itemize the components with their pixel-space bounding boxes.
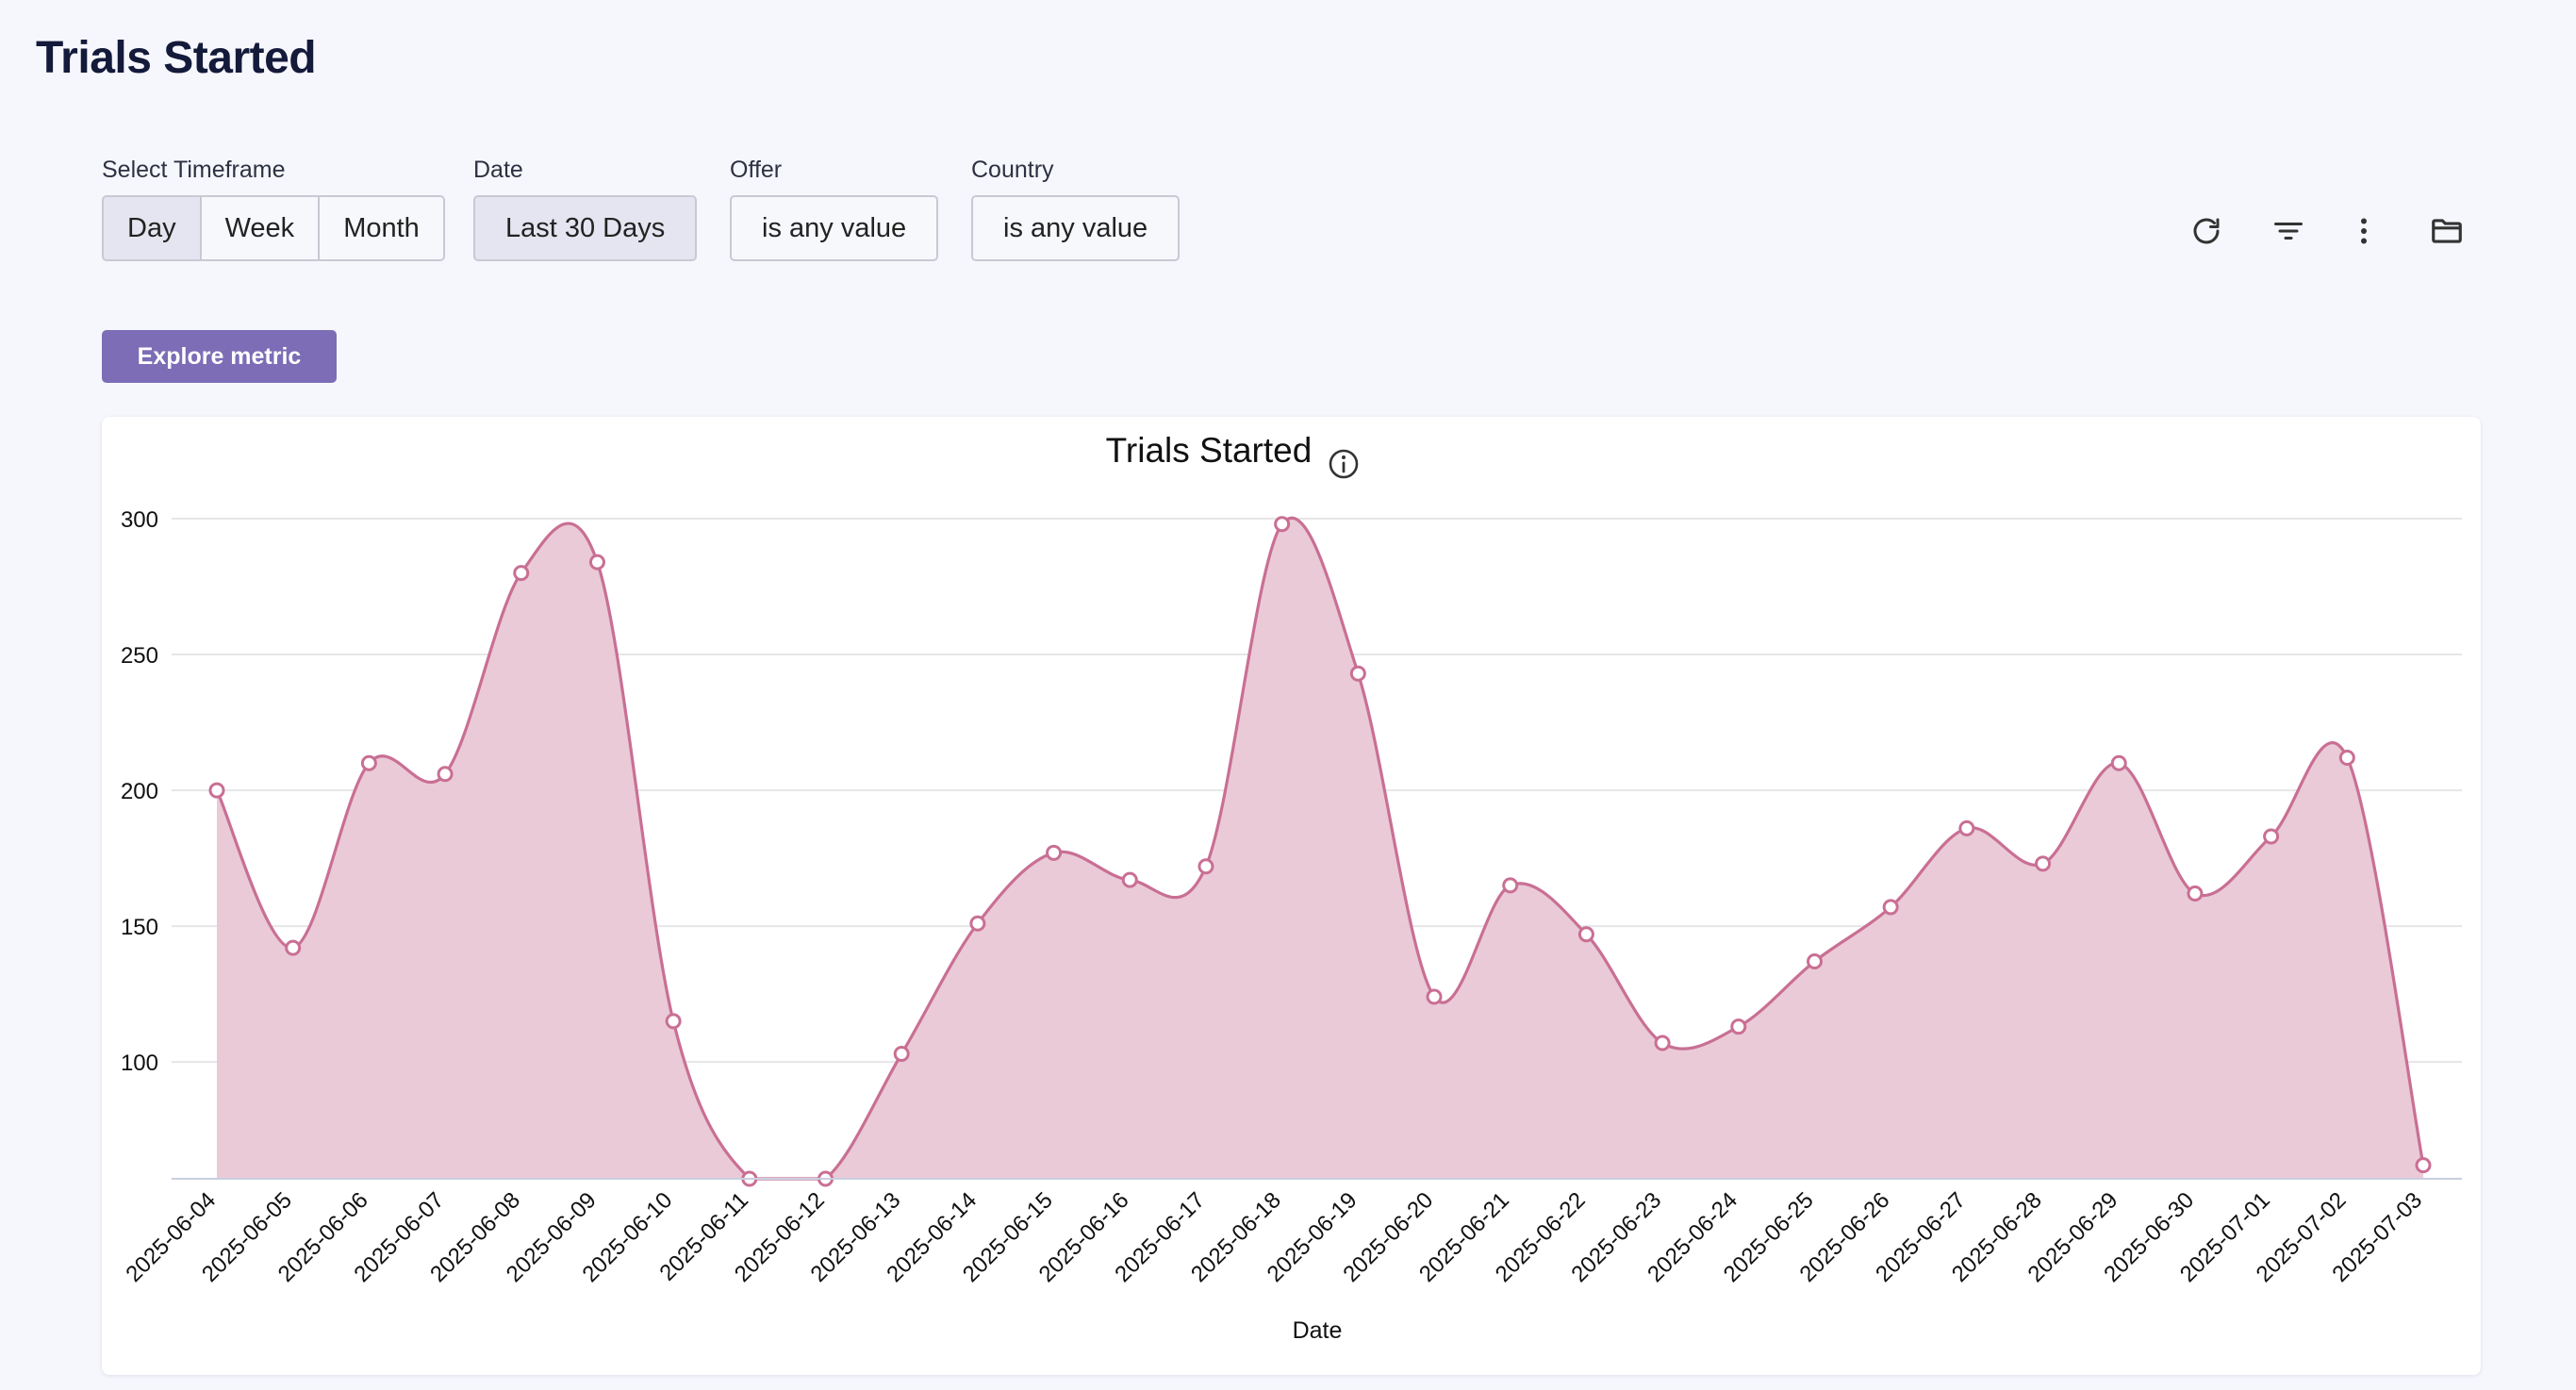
- data-point-2025-06-17[interactable]: [1197, 858, 1214, 875]
- data-point-2025-06-09[interactable]: [588, 554, 605, 571]
- timeframe-label: Select Timeframe: [102, 157, 286, 183]
- y-axis-ticks: 100 150 200 250 300: [121, 507, 158, 1076]
- data-point-2025-06-08[interactable]: [513, 565, 530, 582]
- data-point-2025-06-13[interactable]: [893, 1045, 910, 1062]
- x-axis-ticks: 2025-06-042025-06-052025-06-062025-06-07…: [121, 1187, 2427, 1287]
- data-point-2025-06-04[interactable]: [208, 782, 225, 799]
- folder-icon[interactable]: [2419, 198, 2475, 264]
- data-point-2025-06-16[interactable]: [1121, 871, 1138, 888]
- country-label: Country: [971, 157, 1054, 183]
- data-point-2025-06-29[interactable]: [2110, 754, 2127, 771]
- data-point-2025-06-20[interactable]: [1426, 988, 1443, 1005]
- data-point-2025-06-27[interactable]: [1958, 819, 1975, 836]
- info-icon[interactable]: [1329, 449, 1359, 479]
- timeframe-month-button[interactable]: Month: [320, 195, 445, 261]
- data-point-2025-06-24[interactable]: [1730, 1018, 1747, 1035]
- data-point-2025-06-14[interactable]: [969, 915, 986, 932]
- data-point-2025-06-19[interactable]: [1349, 665, 1366, 682]
- data-point-2025-06-07[interactable]: [437, 766, 454, 783]
- data-point-2025-06-10[interactable]: [665, 1013, 682, 1030]
- offer-label: Offer: [730, 157, 783, 183]
- filter-icon[interactable]: [2260, 198, 2317, 264]
- series-line: [215, 516, 2425, 1181]
- data-point-2025-06-05[interactable]: [285, 939, 302, 956]
- timeframe-day-button[interactable]: Day: [102, 195, 202, 261]
- data-point-2025-06-15[interactable]: [1046, 844, 1063, 861]
- y-tick-label: 150: [121, 915, 158, 940]
- data-points: [208, 516, 2432, 1187]
- x-axis-label: Date: [1293, 1317, 1343, 1344]
- chart-title: Trials Started: [1106, 431, 1313, 470]
- data-point-2025-06-30[interactable]: [2187, 885, 2204, 902]
- trials-chart: 100 150 200 250 300 2025-06-042025-06-052025…: [121, 431, 2462, 1344]
- date-label: Date: [473, 157, 523, 183]
- offer-filter: Offer is any value: [730, 157, 939, 261]
- data-point-2025-06-06[interactable]: [360, 754, 377, 771]
- offer-select[interactable]: is any value: [730, 195, 939, 261]
- data-point-2025-06-18[interactable]: [1274, 516, 1291, 533]
- data-point-2025-07-03[interactable]: [2415, 1157, 2432, 1174]
- data-point-2025-06-28[interactable]: [2035, 855, 2052, 872]
- y-tick-label: 250: [121, 643, 158, 669]
- timeframe-filter: Select Timeframe Day Week Month: [102, 157, 445, 261]
- date-filter: Date Last 30 Days: [473, 157, 698, 261]
- y-tick-label: 100: [121, 1051, 158, 1076]
- country-filter: Country is any value: [971, 157, 1181, 261]
- area-fill: [217, 518, 2423, 1179]
- refresh-icon[interactable]: [2178, 198, 2235, 264]
- timeframe-week-button[interactable]: Week: [201, 195, 321, 261]
- page-title: Trials Started: [36, 33, 317, 83]
- more-vertical-icon[interactable]: [2336, 198, 2392, 264]
- data-point-2025-06-23[interactable]: [1654, 1034, 1671, 1051]
- explore-metric-button[interactable]: Explore metric: [102, 330, 337, 383]
- data-point-2025-06-22[interactable]: [1577, 926, 1594, 943]
- data-point-2025-06-25[interactable]: [1806, 953, 1823, 970]
- country-select[interactable]: is any value: [971, 195, 1181, 261]
- data-point-2025-07-01[interactable]: [2263, 828, 2280, 845]
- y-tick-label: 200: [121, 779, 158, 804]
- timeframe-segmented-control: Day Week Month: [102, 195, 445, 261]
- data-point-2025-07-02[interactable]: [2338, 749, 2355, 766]
- data-point-2025-06-26[interactable]: [1882, 899, 1899, 916]
- data-point-2025-06-21[interactable]: [1502, 877, 1519, 894]
- chart-card: 100 150 200 250 300 2025-06-04 2025-06-05 2025…: [102, 417, 2481, 1375]
- y-tick-label: 300: [121, 507, 158, 533]
- date-select[interactable]: Last 30 Days: [473, 195, 698, 261]
